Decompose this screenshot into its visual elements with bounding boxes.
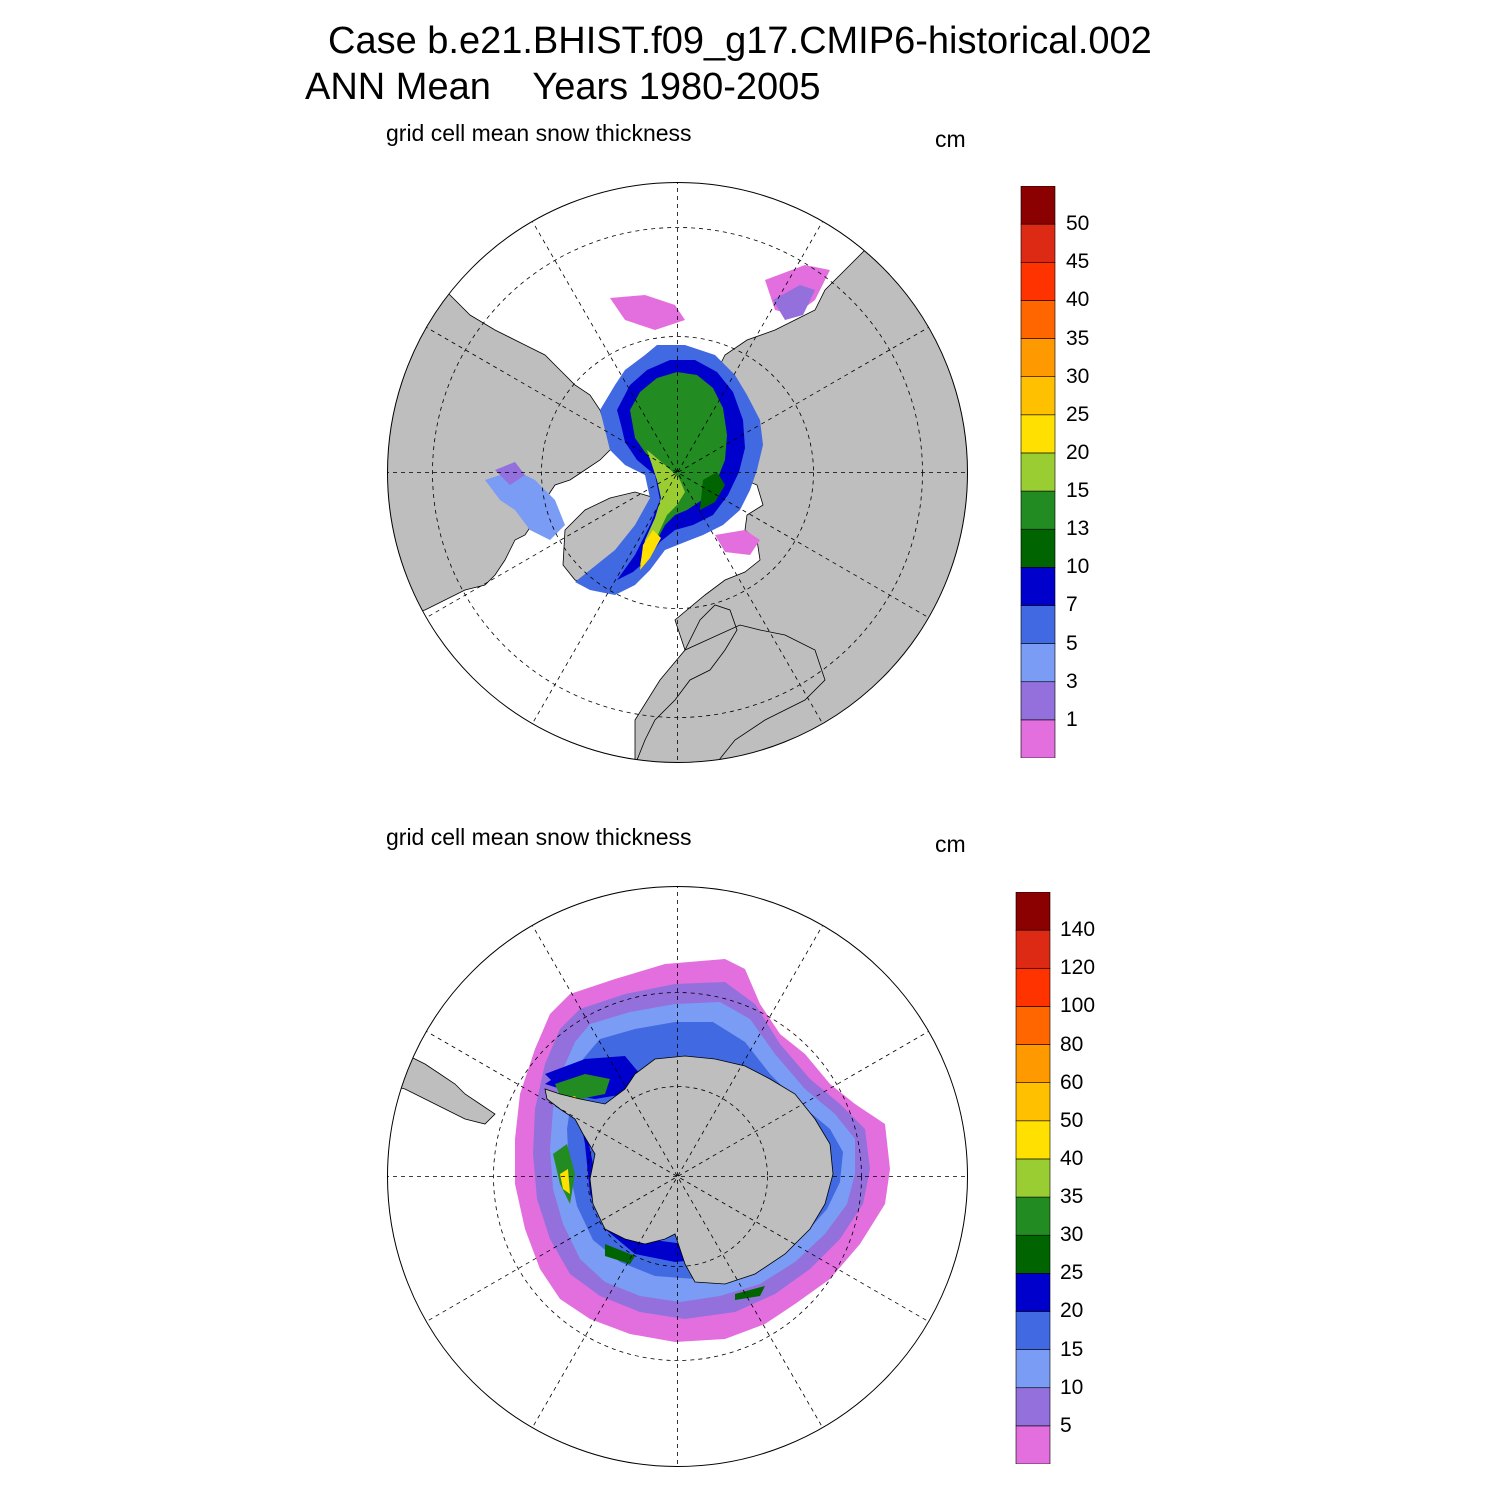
south-colorbar-label: 60 xyxy=(1060,1070,1084,1094)
south-colorbar-label: 25 xyxy=(1060,1261,1084,1285)
south-colorbar-swatch xyxy=(1015,1234,1051,1274)
north-polar-map xyxy=(387,182,968,763)
north-colorbar-swatch xyxy=(1020,223,1056,263)
north-colorbar-label: 25 xyxy=(1066,402,1090,426)
north-colorbar-label: 15 xyxy=(1066,479,1090,503)
south-colorbar-label: 10 xyxy=(1060,1375,1084,1399)
south-subtitle: grid cell mean snow thickness xyxy=(386,824,692,850)
north-colorbar-label: 13 xyxy=(1066,517,1090,541)
north-colorbar-label: 3 xyxy=(1066,669,1078,693)
north-snow-yellow xyxy=(640,530,661,570)
north-colorbar-swatch xyxy=(1020,643,1056,683)
south-colorbar-label: 140 xyxy=(1060,918,1096,942)
south-colorbar xyxy=(1015,891,1051,1469)
north-colorbar-label: 35 xyxy=(1066,326,1090,350)
south-snow-green-ross xyxy=(605,1244,635,1264)
north-colorbar-swatch xyxy=(1020,376,1056,416)
north-colorbar-swatch xyxy=(1020,414,1056,454)
south-colorbar-label: 5 xyxy=(1060,1413,1072,1437)
south-colorbar-label: 20 xyxy=(1060,1299,1084,1323)
north-colorbar-label: 1 xyxy=(1066,707,1078,731)
north-colorbar-label: 40 xyxy=(1066,288,1090,312)
north-snow-purple-east xyxy=(773,285,815,320)
south-colorbar-swatch xyxy=(1015,1311,1051,1350)
south-colorbar-label: 80 xyxy=(1060,1032,1084,1056)
south-land-antarctica xyxy=(544,1055,834,1285)
south-colorbar-label: 50 xyxy=(1060,1108,1084,1132)
north-units: cm xyxy=(935,126,966,152)
south-colorbar-swatch xyxy=(1015,1273,1051,1312)
south-colorbar-label: 40 xyxy=(1060,1146,1084,1170)
north-colorbar xyxy=(1020,185,1056,763)
south-colorbar-swatch xyxy=(1015,1082,1051,1122)
south-polar-map xyxy=(387,886,968,1467)
north-snow-light-blue-hudson xyxy=(485,470,565,540)
north-colorbar-swatch xyxy=(1020,490,1056,530)
south-snow-yellow-bs xyxy=(560,1169,570,1194)
south-colorbar-label: 100 xyxy=(1060,994,1096,1018)
north-colorbar-swatch xyxy=(1020,300,1056,339)
north-colorbar-swatch xyxy=(1020,719,1056,759)
north-land-north-america xyxy=(387,239,616,621)
north-colorbar-label: 10 xyxy=(1066,555,1090,579)
north-snow-pink-barents xyxy=(715,530,760,555)
north-colorbar-swatch xyxy=(1020,338,1056,377)
south-colorbar-swatch xyxy=(1015,929,1051,969)
north-colorbar-swatch xyxy=(1020,528,1056,568)
north-snow-pink-hudson xyxy=(495,462,525,485)
south-colorbar-swatches xyxy=(1015,891,1051,1465)
north-colorbar-label: 20 xyxy=(1066,440,1090,464)
north-snow-pink xyxy=(610,295,685,330)
south-colorbar-label: 15 xyxy=(1060,1337,1084,1361)
south-colorbar-swatch xyxy=(1015,1425,1051,1465)
figure-title-line2: ANN Mean Years 1980-2005 xyxy=(305,66,821,108)
south-colorbar-label: 30 xyxy=(1060,1223,1084,1247)
south-colorbar-swatch xyxy=(1015,1196,1051,1236)
south-colorbar-swatch xyxy=(1015,891,1051,931)
south-units: cm xyxy=(935,831,966,857)
north-colorbar-swatch xyxy=(1020,261,1056,301)
south-colorbar-swatch xyxy=(1015,1044,1051,1083)
north-colorbar-swatch xyxy=(1020,452,1056,492)
south-colorbar-swatch xyxy=(1015,1120,1051,1160)
north-land-europe xyxy=(634,604,826,763)
north-colorbar-label: 45 xyxy=(1066,250,1090,274)
north-colorbar-swatch xyxy=(1020,605,1056,644)
north-colorbar-label: 50 xyxy=(1066,212,1090,236)
south-colorbar-swatch xyxy=(1015,1387,1051,1427)
north-snow-green xyxy=(630,372,727,555)
north-snow-darkgreen xyxy=(700,472,725,510)
south-colorbar-label: 35 xyxy=(1060,1185,1084,1209)
south-land-south-america xyxy=(387,1033,496,1125)
north-colorbar-swatch xyxy=(1020,681,1056,721)
south-colorbar-swatch xyxy=(1015,967,1051,1007)
north-colorbar-label: 30 xyxy=(1066,364,1090,388)
north-colorbar-swatches xyxy=(1020,185,1056,759)
south-colorbar-swatch xyxy=(1015,1158,1051,1198)
north-colorbar-label: 5 xyxy=(1066,631,1078,655)
south-colorbar-swatch xyxy=(1015,1349,1051,1389)
north-colorbar-label: 7 xyxy=(1066,593,1078,617)
north-subtitle: grid cell mean snow thickness xyxy=(386,120,692,146)
south-snow-green-east xyxy=(735,1286,765,1300)
north-colorbar-swatch xyxy=(1020,185,1056,225)
south-colorbar-label: 120 xyxy=(1060,956,1096,980)
south-snow-green-ap xyxy=(555,1074,610,1099)
figure-title-line1: Case b.e21.BHIST.f09_g17.CMIP6-historica… xyxy=(328,20,1152,62)
north-colorbar-swatch xyxy=(1020,567,1056,606)
south-colorbar-swatch xyxy=(1015,1006,1051,1045)
